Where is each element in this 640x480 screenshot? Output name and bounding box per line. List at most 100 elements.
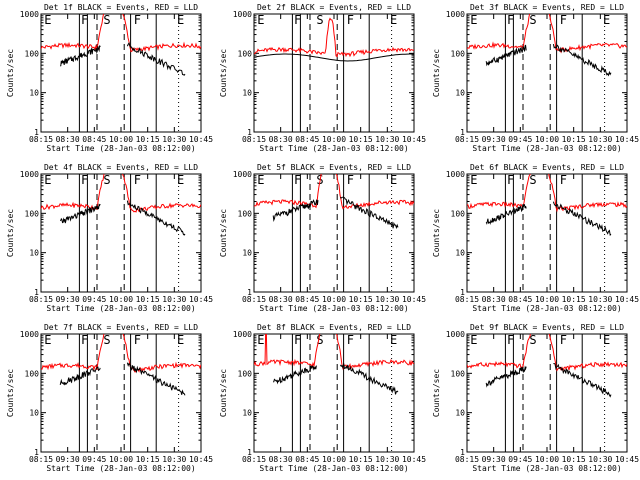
y-tick-label: 1 [34, 288, 39, 297]
y-tick-label: 100 [25, 369, 40, 378]
region-label: E [44, 333, 51, 347]
x-tick-label: 10:00 [322, 295, 346, 304]
lld-series-line [41, 14, 201, 53]
x-tick-label: 10:15 [349, 295, 373, 304]
x-tick-label: 08:15 [455, 135, 479, 144]
y-tick-label: 1000 [20, 170, 39, 179]
y-tick-label: 10 [29, 249, 39, 258]
x-tick-label: 10:15 [562, 455, 586, 464]
x-tick-label: 10:45 [615, 455, 639, 464]
x-tick-label: 10:30 [375, 295, 399, 304]
y-tick-label: 1000 [20, 10, 39, 19]
x-tick-label: 10:15 [136, 455, 160, 464]
region-label: E [390, 173, 397, 187]
y-axis-label: Counts/sec [6, 369, 15, 417]
region-label: S [103, 333, 110, 347]
x-tick-label: 08:15 [242, 295, 266, 304]
y-tick-label: 1 [460, 448, 465, 457]
series-group [467, 14, 627, 77]
events-series-line [272, 365, 317, 385]
chart-title: Det 5f BLACK = Events, RED = LLD [257, 163, 411, 172]
events-series-line [553, 362, 612, 398]
events-series-line [485, 44, 527, 67]
series-group [254, 17, 414, 62]
events-series-line [485, 365, 527, 388]
chart-panel: Det 3f BLACK = Events, RED = LLD 1 10 100 10… [432, 3, 639, 153]
plot-frame [253, 173, 415, 293]
x-tick-label: 08:45 [508, 295, 532, 304]
x-tick-label: 10:30 [588, 295, 612, 304]
region-label: E [177, 13, 184, 27]
lld-series-line [467, 334, 627, 373]
region-label: F [560, 333, 567, 347]
region-label: E [603, 173, 610, 187]
region-label: E [257, 173, 264, 187]
region-label: F [134, 173, 141, 187]
chart-panel: Det 9f BLACK = Events, RED = LLD 1 10 100 10… [432, 323, 639, 473]
x-tick-label: 10:00 [535, 135, 559, 144]
chart-title: Det 7f BLACK = Events, RED = LLD [44, 323, 198, 332]
region-label: S [529, 13, 536, 27]
x-tick-label: 10:30 [162, 295, 186, 304]
x-tick-label: 10:30 [375, 455, 399, 464]
plot-frame [466, 173, 628, 293]
y-tick-label: 10 [455, 249, 465, 258]
x-tick-label: 10:00 [322, 135, 346, 144]
y-tick-label: 1000 [233, 170, 252, 179]
chart-title: Det 2f BLACK = Events, RED = LLD [257, 3, 411, 12]
x-tick-label: 10:45 [615, 295, 639, 304]
x-tick-label: 08:15 [455, 455, 479, 464]
chart-panel: Det 6f BLACK = Events, RED = LLD 1 10 100 10… [432, 163, 639, 313]
chart-panel: Det 4f BLACK = Events, RED = LLD 1 10 100 10… [6, 163, 213, 313]
events-series-line [126, 41, 186, 76]
x-tick-label: 08:15 [29, 135, 53, 144]
events-series-line [59, 203, 101, 224]
y-tick-label: 1000 [446, 170, 465, 179]
chart-panel: Det 8f BLACK = Events, RED = LLD 1 10 100 10… [219, 323, 426, 473]
y-axis-label: Counts/sec [6, 209, 15, 257]
x-tick-label: 09:45 [508, 135, 532, 144]
region-label: E [257, 13, 264, 27]
plot-frame [40, 173, 202, 293]
x-tick-label: 08:30 [56, 135, 80, 144]
x-axis-label: Start Time (28-Jan-03 08:12:00) [472, 144, 621, 153]
x-tick-label: 10:15 [349, 135, 373, 144]
region-label: F [560, 173, 567, 187]
chart-title: Det 9f BLACK = Events, RED = LLD [470, 323, 624, 332]
lld-series-line [467, 14, 627, 54]
chart-panel: Det 7f BLACK = Events, RED = LLD 1 10 100 10… [6, 323, 213, 473]
chart-title: Det 3f BLACK = Events, RED = LLD [470, 3, 624, 12]
y-tick-label: 100 [451, 209, 466, 218]
events-series-line [59, 366, 101, 386]
x-tick-label: 10:15 [136, 135, 160, 144]
chart-title: Det 1f BLACK = Events, RED = LLD [44, 3, 198, 12]
events-series-line [485, 204, 527, 225]
chart-panel: Det 2f BLACK = Events, RED = LLD 1 10 100 10… [219, 3, 426, 153]
y-tick-label: 100 [238, 369, 253, 378]
x-tick-label: 08:45 [295, 455, 319, 464]
y-axis-label: Counts/sec [219, 209, 228, 257]
x-tick-label: 09:45 [82, 295, 106, 304]
y-tick-label: 100 [451, 49, 466, 58]
y-axis-label: Counts/sec [432, 369, 441, 417]
region-label: E [44, 173, 51, 187]
x-tick-label: 08:15 [455, 295, 479, 304]
region-label: E [390, 333, 397, 347]
y-tick-label: 1 [34, 448, 39, 457]
region-label: F [81, 333, 88, 347]
chart-title: Det 8f BLACK = Events, RED = LLD [257, 323, 411, 332]
y-tick-label: 1 [247, 128, 252, 137]
series-group [41, 174, 201, 236]
region-label: E [470, 333, 477, 347]
x-tick-label: 10:00 [535, 295, 559, 304]
x-tick-label: 08:15 [29, 295, 53, 304]
y-tick-label: 10 [242, 89, 252, 98]
region-label: S [103, 13, 110, 27]
events-series-line [126, 362, 186, 396]
y-tick-label: 100 [25, 49, 40, 58]
x-tick-label: 08:15 [29, 455, 53, 464]
x-tick-label: 08:45 [82, 135, 106, 144]
region-label: F [347, 333, 354, 347]
region-label: E [470, 173, 477, 187]
y-tick-label: 1 [247, 288, 252, 297]
